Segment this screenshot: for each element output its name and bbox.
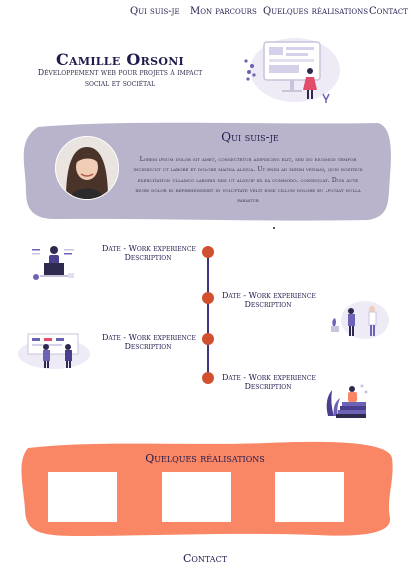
timeline-item: Date - Work experience Description xyxy=(222,291,316,309)
project-card[interactable] xyxy=(275,472,344,522)
timeline-item: Date - Work experience Description xyxy=(102,244,196,262)
laptop-worker-illustration xyxy=(32,246,74,280)
timeline-date: Date - Work experience xyxy=(102,333,196,342)
hero-subtitle: Développement web pour projets à impact … xyxy=(30,67,210,89)
nav-link-contact[interactable]: Contact xyxy=(369,6,408,17)
contact-section-title: Contact xyxy=(182,552,228,565)
team-discussion-illustration xyxy=(331,301,389,339)
about-background-blob xyxy=(23,122,391,221)
hero-name: Camille Orsoni xyxy=(55,50,185,69)
nav-link-qui-suis-je[interactable]: Qui suis-je xyxy=(130,6,180,17)
timeline-description: Description xyxy=(124,253,172,262)
realisations-section-title: Quelques réalisations xyxy=(145,452,265,465)
timeline-description: Description xyxy=(124,342,172,351)
presentation-board-illustration xyxy=(18,333,90,369)
hero-illustration xyxy=(244,38,340,103)
timeline-description: Description xyxy=(244,382,292,391)
project-card[interactable] xyxy=(162,472,231,522)
timeline-item: Date - Work experience Description xyxy=(102,333,196,351)
profile-avatar xyxy=(55,136,119,200)
timeline-dot xyxy=(202,372,214,384)
about-body-text: Lorem ipsum dolor sit amet, consectetur … xyxy=(133,156,363,205)
timeline-description: Description xyxy=(244,300,292,309)
nav-link-mon-parcours[interactable]: Mon parcours xyxy=(190,6,257,17)
timeline-dot xyxy=(202,333,214,345)
hero-subtitle-line1: Développement web pour projets à impact xyxy=(37,68,203,77)
timeline-item: Date - Work experience Description xyxy=(222,373,316,391)
project-card[interactable] xyxy=(48,472,117,522)
about-section-title: Qui suis-je xyxy=(221,130,279,144)
avatar-portrait-icon xyxy=(56,137,118,199)
decorative-dot xyxy=(273,227,275,229)
timeline-date: Date - Work experience xyxy=(102,244,196,253)
timeline-line xyxy=(207,252,209,380)
timeline-dot xyxy=(202,292,214,304)
timeline-dot xyxy=(202,246,214,258)
timeline-date: Date - Work experience xyxy=(222,373,316,382)
reading-books-illustration xyxy=(326,384,368,418)
timeline-date: Date - Work experience xyxy=(222,291,316,300)
top-nav: Qui suis-je Mon parcours Quelques réalis… xyxy=(0,6,411,20)
nav-link-realisations[interactable]: Quelques réalisations xyxy=(263,6,368,17)
hero-subtitle-line2: social et sociétal xyxy=(84,79,156,88)
